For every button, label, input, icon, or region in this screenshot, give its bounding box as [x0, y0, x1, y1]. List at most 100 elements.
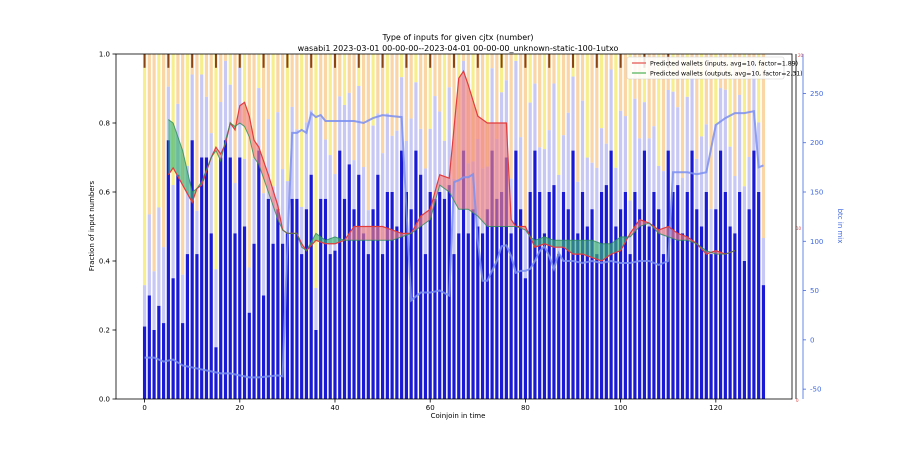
- remix-bar: [357, 54, 361, 86]
- remix-bar: [366, 54, 370, 211]
- y-tick-label: 0.0: [99, 396, 110, 404]
- light-bar: [623, 116, 627, 192]
- x-tick-label: 40: [331, 404, 340, 412]
- fill-between-segment: [354, 226, 364, 241]
- remix-bar: [209, 54, 213, 134]
- light-bar: [152, 271, 156, 330]
- light-bar: [233, 183, 237, 234]
- light-bar: [752, 60, 756, 151]
- remix-bar: [542, 54, 547, 150]
- top-cap-bar: [262, 54, 265, 68]
- light-bar: [304, 122, 309, 210]
- fresh-bar: [514, 150, 518, 399]
- fresh-bar: [295, 198, 299, 399]
- light-bar: [666, 89, 670, 151]
- top-cap-bar: [286, 54, 289, 68]
- fill-between-segment: [553, 240, 564, 248]
- light-bar: [404, 140, 408, 192]
- remix-bar: [533, 54, 537, 84]
- remix-bar: [152, 54, 156, 272]
- light-bar: [747, 156, 751, 210]
- remix-bar: [271, 54, 275, 187]
- fresh-bar: [747, 209, 751, 399]
- remix-bar: [599, 54, 604, 129]
- remix-bar: [557, 54, 561, 175]
- fresh-bar: [528, 192, 532, 399]
- fresh-bar: [500, 192, 504, 399]
- top-cap-bar: [333, 54, 336, 68]
- light-bar: [447, 87, 451, 186]
- light-bar: [333, 174, 337, 251]
- light-bar: [352, 160, 356, 210]
- fresh-bar: [738, 192, 742, 399]
- fresh-bar: [433, 198, 437, 399]
- fill-between-segment: [611, 236, 621, 255]
- fresh-bar: [319, 198, 323, 399]
- fresh-bar: [361, 233, 366, 399]
- x-axis: 0 20 40 60 80 100 120: [142, 399, 723, 412]
- y2-tick-label: 0: [810, 336, 814, 344]
- remix-bar: [428, 54, 432, 129]
- light-bar: [166, 86, 170, 141]
- light-bar: [733, 175, 737, 234]
- light-bar: [442, 140, 447, 199]
- light-bar: [576, 181, 580, 234]
- fresh-bar: [400, 150, 404, 399]
- remix-bar: [628, 54, 632, 201]
- light-bar: [409, 118, 413, 210]
- y-tick-label: 0.8: [99, 120, 110, 128]
- fresh-bar: [414, 150, 418, 399]
- remix-bar: [676, 54, 680, 108]
- x-tick-label: 20: [235, 404, 244, 412]
- chart-title: Type of inputs for given cjtx (number): [381, 33, 533, 42]
- fill-between-area: [168, 71, 735, 261]
- top-cap-bar: [214, 54, 217, 68]
- light-bar: [204, 96, 209, 158]
- y-tick-label: 0.4: [99, 258, 111, 266]
- fresh-bar: [566, 209, 570, 399]
- plot-area: [142, 54, 766, 399]
- fresh-bar: [742, 261, 746, 399]
- top-cap-bar: [500, 54, 503, 68]
- remix-bar: [638, 54, 642, 139]
- light-bar: [347, 92, 351, 165]
- light-bar: [147, 214, 151, 296]
- remix-bar: [176, 54, 180, 104]
- y-tick-label: 0.6: [99, 189, 111, 197]
- fresh-bar: [718, 150, 723, 399]
- top-cap-bar: [238, 54, 241, 68]
- top-cap-bar: [548, 54, 551, 68]
- top-cap-bar: [381, 54, 384, 68]
- remix-bar: [604, 54, 608, 144]
- remix-bar: [162, 54, 166, 248]
- light-bar: [428, 128, 432, 192]
- light-bar: [328, 155, 332, 255]
- remix-bar: [185, 54, 190, 166]
- remix-bar: [295, 54, 299, 130]
- remix-bar: [547, 54, 551, 131]
- remix-bar: [500, 54, 504, 93]
- remix-bar: [423, 54, 428, 169]
- fresh-bar: [695, 209, 699, 399]
- fresh-bar: [709, 254, 713, 399]
- x-tick-label: 60: [426, 404, 435, 412]
- fresh-bar: [590, 209, 594, 399]
- fresh-bar: [666, 150, 670, 399]
- fresh-bar: [604, 185, 608, 399]
- light-bar: [281, 169, 285, 244]
- remix-bar: [485, 54, 489, 167]
- fresh-bar: [419, 174, 423, 399]
- fresh-bar: [385, 192, 389, 399]
- light-bar: [528, 102, 532, 192]
- remix-bar: [695, 54, 699, 159]
- remix-bar: [247, 54, 251, 268]
- remix-bar: [538, 54, 542, 148]
- light-bar: [690, 77, 694, 151]
- light-bar: [709, 208, 713, 255]
- fresh-bar: [166, 140, 170, 399]
- fill-between-segment: [173, 123, 183, 186]
- fill-between-segment: [601, 243, 612, 261]
- top-cap-bar: [524, 54, 527, 68]
- light-bar: [242, 158, 247, 227]
- fresh-bar: [661, 254, 666, 399]
